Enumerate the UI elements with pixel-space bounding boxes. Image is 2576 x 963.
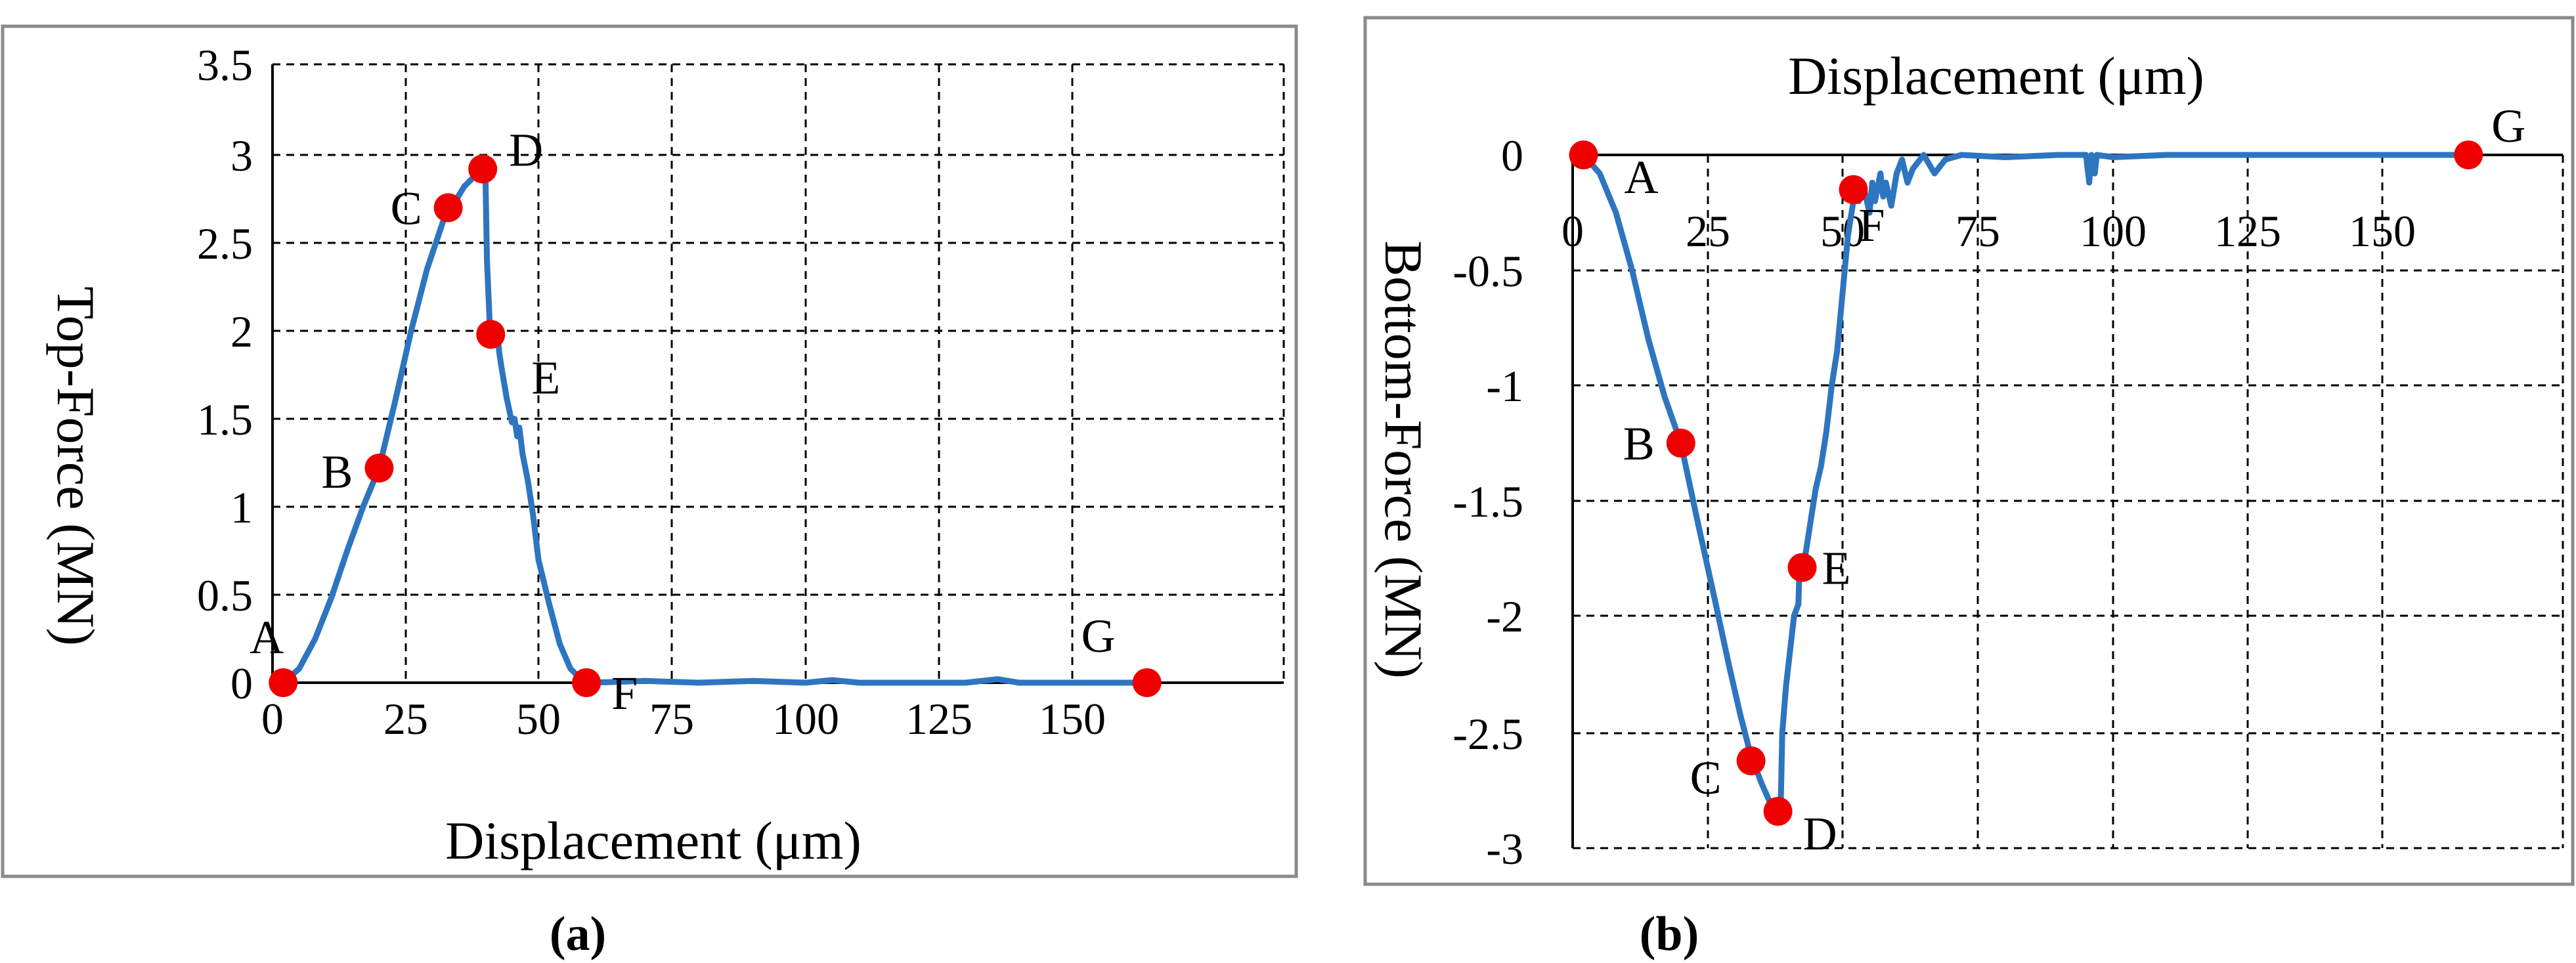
y-tick-label: 1 — [230, 482, 253, 532]
x-tick-label: 0 — [261, 694, 284, 744]
point-label-a: A — [250, 611, 284, 664]
point-label-g: G — [1081, 610, 1116, 662]
x-tick-label: 100 — [772, 694, 839, 744]
point-marker-g — [2454, 140, 2483, 169]
point-marker-e — [476, 320, 506, 349]
y-tick-label: -2 — [1486, 591, 1523, 641]
point-label-d: D — [509, 123, 543, 176]
point-marker-b — [1666, 429, 1695, 458]
panel-a-tick-labels: 0 0.5 1 1.5 2 2.5 3 3.5 0 25 50 75 100 125 150 — [197, 40, 1106, 744]
y-tick-label: 2.5 — [197, 219, 253, 268]
x-tick-label: 25 — [383, 694, 428, 744]
x-tick-label: 125 — [2214, 206, 2281, 256]
x-tick-label: 100 — [2080, 206, 2147, 256]
y-tick-label: -2.5 — [1452, 709, 1523, 759]
y-tick-label: 2 — [230, 307, 253, 356]
point-label-g: G — [2491, 100, 2525, 152]
y-tick-label: 0 — [1501, 131, 1523, 181]
panel-b-y-axis-label: Bottom-Force (MN) — [1374, 240, 1433, 678]
point-marker-c — [1736, 746, 1766, 775]
x-tick-label: 25 — [1686, 206, 1730, 256]
x-tick-label: 150 — [1039, 694, 1106, 744]
panel-b-chart: 0 -0.5 -1 -1.5 -2 -2.5 -3 0 25 50 75 100 125 150 A B C D… — [1363, 16, 2575, 886]
point-label-b: B — [1623, 417, 1655, 470]
point-label-e: E — [531, 351, 560, 404]
point-marker-e — [1787, 553, 1817, 582]
x-tick-label: 125 — [906, 694, 972, 744]
point-marker-g — [1132, 668, 1162, 697]
point-label-e: E — [1822, 542, 1851, 595]
panel-b-key-points: A B C D E F G — [1569, 100, 2525, 860]
panel-a-caption: (a) — [550, 907, 606, 961]
panel-a-key-points: A B C D E F G — [250, 123, 1162, 719]
point-marker-d — [468, 154, 498, 184]
point-marker-f — [572, 668, 601, 697]
panel-b-frame — [1363, 16, 2575, 886]
panel-a-x-axis-label: Displacement (μm) — [445, 811, 862, 870]
x-tick-label: 75 — [649, 694, 694, 744]
point-label-f: F — [1858, 199, 1885, 251]
x-tick-label: 50 — [516, 694, 561, 744]
point-label-a: A — [1624, 151, 1658, 203]
point-label-f: F — [611, 667, 638, 719]
panel-a-frame — [1, 24, 1298, 878]
x-tick-label: 150 — [2349, 206, 2416, 256]
y-tick-label: 3.5 — [197, 40, 253, 90]
y-tick-label: -0.5 — [1452, 246, 1523, 296]
point-marker-a — [269, 668, 298, 697]
point-label-c: C — [1690, 752, 1722, 804]
x-tick-label: 0 — [1561, 206, 1584, 256]
point-marker-c — [433, 193, 463, 223]
y-tick-label: 3 — [230, 131, 253, 181]
series-line — [280, 169, 1156, 686]
point-label-d: D — [1803, 807, 1837, 860]
panel-a-series — [280, 169, 1156, 686]
point-marker-b — [364, 454, 394, 483]
y-tick-label: -1.5 — [1452, 477, 1523, 526]
y-tick-label: -1 — [1486, 361, 1523, 411]
point-marker-a — [1569, 140, 1598, 169]
point-marker-f — [1839, 175, 1868, 204]
panel-b-caption: (b) — [1640, 907, 1699, 961]
panel-b-tick-labels: 0 -0.5 -1 -1.5 -2 -2.5 -3 0 25 50 75 100 125 150 — [1452, 131, 2416, 874]
y-tick-label: 0 — [230, 658, 253, 708]
y-tick-label: 1.5 — [197, 395, 253, 444]
panel-a-chart: 0 0.5 1 1.5 2 2.5 3 3.5 0 25 50 75 100 125 150 A B C D E F G… — [1, 24, 1298, 878]
point-label-c: C — [391, 182, 422, 234]
panel-b-title: Displacement (μm) — [1788, 46, 2204, 106]
y-tick-label: -3 — [1486, 824, 1523, 874]
panel-a-y-axis-label: Top-Force (MN) — [46, 286, 106, 646]
point-marker-d — [1763, 797, 1793, 826]
x-tick-label: 50 — [1820, 206, 1865, 256]
x-tick-label: 75 — [1955, 206, 2000, 256]
point-label-b: B — [321, 446, 353, 498]
y-tick-label: 0.5 — [197, 570, 253, 620]
